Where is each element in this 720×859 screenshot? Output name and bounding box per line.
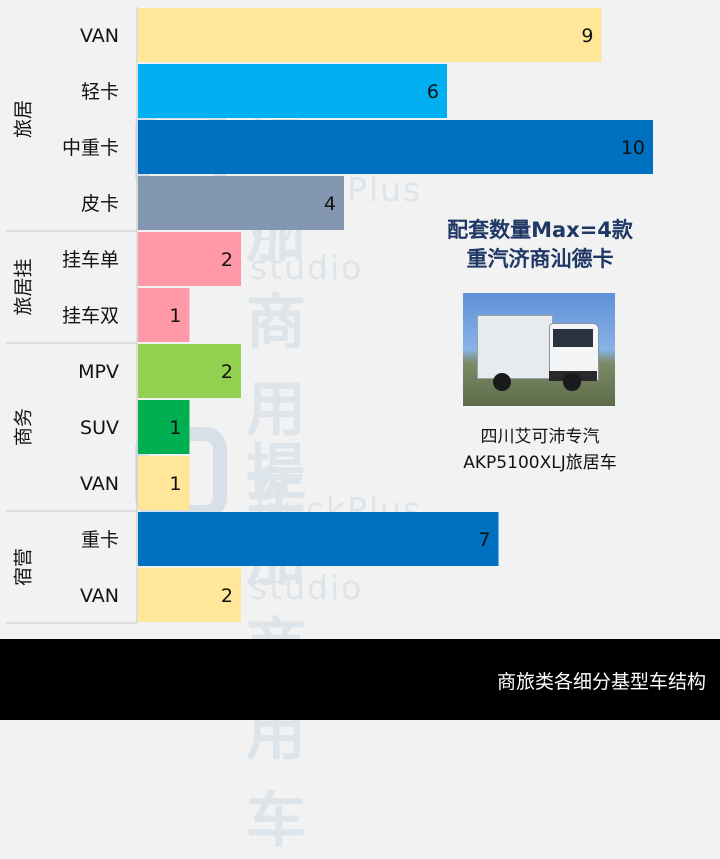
bar-商务-VAN — [138, 456, 190, 510]
group-label-商务: 商务 — [13, 408, 35, 446]
bar-宿营-重卡 — [138, 512, 499, 566]
data-label-旅居-VAN: 9 — [581, 25, 593, 47]
annotation-line2: 重汽济商汕德卡 — [466, 247, 614, 271]
category-label-MPV: MPV — [78, 361, 119, 383]
category-label-挂车双: 挂车双 — [62, 305, 119, 327]
data-label-旅居-轻卡: 6 — [427, 81, 439, 103]
truck-photo — [463, 293, 615, 406]
footer-title: 商旅类各细分基型车结构 — [496, 671, 706, 693]
category-label-皮卡: 皮卡 — [81, 193, 119, 215]
data-label-旅居-中重卡: 10 — [621, 137, 645, 159]
footer-bar: 商旅类各细分基型车结构 — [0, 639, 720, 720]
bar-旅居-皮卡 — [138, 176, 344, 230]
category-label-重卡: 重卡 — [81, 529, 119, 551]
bar-旅居-VAN — [138, 8, 602, 62]
bar-旅居-中重卡 — [138, 120, 653, 174]
data-label-旅居-皮卡: 4 — [324, 193, 336, 215]
bar-旅居挂-挂车单 — [138, 232, 241, 286]
bar-旅居挂-挂车双 — [138, 288, 190, 342]
bar-旅居-轻卡 — [138, 64, 447, 118]
data-label-旅居挂-挂车双: 1 — [169, 305, 181, 327]
photo-caption: 四川艾可沛专汽 AKP5100XLJ旅居车 — [440, 424, 640, 476]
group-label-旅居: 旅居 — [13, 100, 35, 138]
caption-line2: AKP5100XLJ旅居车 — [463, 453, 617, 473]
bar-chart: 9 VAN 6 轻卡 10 中重卡 4 皮卡 旅居 2 挂车单 1 挂车双 旅居挂 2 MPV 1 SUV 1 VAN… — [6, 7, 653, 624]
caption-line1: 四川艾可沛专汽 — [480, 427, 600, 447]
data-label-宿营-VAN: 2 — [221, 585, 233, 607]
category-label-VAN: VAN — [80, 25, 119, 47]
data-label-宿营-重卡: 7 — [478, 529, 490, 551]
data-label-商务-MPV: 2 — [221, 361, 233, 383]
bar-商务-SUV — [138, 400, 190, 454]
category-label-SUV: SUV — [80, 417, 119, 439]
bar-商务-MPV — [138, 344, 241, 398]
category-label-挂车单: 挂车单 — [62, 249, 119, 271]
max-annotation: 配套数量Max=4款 重汽济商汕德卡 — [420, 216, 660, 274]
category-label-中重卡: 中重卡 — [62, 137, 119, 159]
data-label-商务-SUV: 1 — [169, 417, 181, 439]
bar-宿营-VAN — [138, 568, 241, 622]
category-label-轻卡: 轻卡 — [81, 81, 119, 103]
data-label-旅居挂-挂车单: 2 — [221, 249, 233, 271]
group-label-旅居挂: 旅居挂 — [13, 258, 35, 315]
category-label-VAN: VAN — [80, 585, 119, 607]
annotation-line1: 配套数量Max=4款 — [447, 218, 633, 242]
category-label-VAN: VAN — [80, 473, 119, 495]
group-label-宿营: 宿营 — [13, 548, 35, 586]
data-label-商务-VAN: 1 — [169, 473, 181, 495]
